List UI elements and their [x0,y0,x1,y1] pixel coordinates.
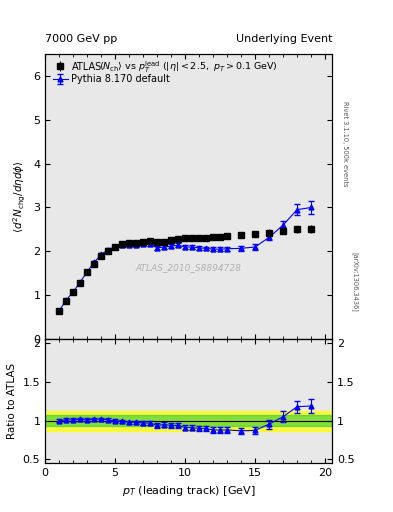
Legend: ATLAS, Pythia 8.170 default: ATLAS, Pythia 8.170 default [50,58,173,88]
Y-axis label: Ratio to ATLAS: Ratio to ATLAS [7,363,17,439]
Text: [arXiv:1306.3436]: [arXiv:1306.3436] [351,252,358,311]
Text: Rivet 3.1.10, 500k events: Rivet 3.1.10, 500k events [342,101,348,186]
Bar [45,415,332,426]
Text: 7000 GeV pp: 7000 GeV pp [45,33,118,44]
X-axis label: $p_T$ (leading track) [GeV]: $p_T$ (leading track) [GeV] [122,484,255,498]
Y-axis label: $\langle d^2 N_{\rm chg}/d\eta d\phi\rangle$: $\langle d^2 N_{\rm chg}/d\eta d\phi\ran… [11,160,28,233]
Bar [45,411,332,431]
Text: $\langle N_{\rm ch}\rangle$ vs $p_T^{\rm lead}$ ($|\eta|<2.5,\ p_T>0.1\ {\rm GeV: $\langle N_{\rm ch}\rangle$ vs $p_T^{\rm… [99,59,278,75]
Text: ATLAS_2010_S8894728: ATLAS_2010_S8894728 [136,263,242,272]
Text: Underlying Event: Underlying Event [235,33,332,44]
